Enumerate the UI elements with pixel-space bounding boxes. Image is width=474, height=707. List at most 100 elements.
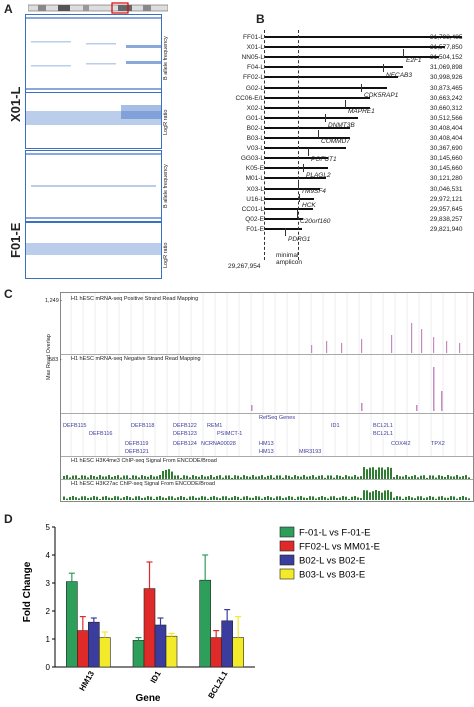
chip-bar [93, 476, 95, 479]
chip-bar [273, 477, 275, 479]
chip-bar [177, 497, 179, 500]
chip-bar [288, 496, 290, 500]
chip-bar [294, 475, 296, 479]
legend-swatch [279, 540, 295, 552]
chip-bar [147, 476, 149, 479]
chip-bar [249, 497, 251, 500]
gene-label: MAPRE1 [348, 108, 375, 115]
bar [88, 621, 100, 668]
amplicon-end-coordinate: 30,998,926 [430, 74, 463, 82]
refseq-gene-label: BCL2L1 [373, 423, 393, 429]
chip-bar [228, 498, 230, 500]
chip-bar [435, 477, 437, 479]
amplicon-end-coordinate: 29,957,645 [430, 205, 463, 213]
amplicon-end-coordinate: 30,512,566 [430, 114, 463, 122]
chip-bar [243, 475, 245, 479]
signal-spike [326, 341, 328, 353]
chip-bar [240, 477, 242, 479]
chip-bar [123, 497, 125, 500]
chip-bar [87, 477, 89, 479]
sample-row-label: F01-E [246, 225, 264, 233]
refseq-gene-label: COX4I2 [391, 441, 411, 447]
amplicon-end-coordinate: 30,873,465 [430, 84, 463, 92]
chip-bar [222, 496, 224, 500]
chip-bar [264, 496, 266, 500]
chip-bar [363, 490, 365, 500]
chip-bar [246, 476, 248, 479]
chip-bar [111, 476, 113, 479]
logr-label-f01e: LogR ratio [163, 243, 188, 274]
signal-spike [416, 405, 418, 411]
signal-spike [433, 337, 435, 353]
chip-bar [300, 496, 302, 500]
chip-bar [378, 490, 380, 500]
gene-label: COMMD7 [321, 138, 350, 145]
chip-bar [231, 497, 233, 500]
start-coordinate: 29,267,954 [228, 263, 261, 270]
chip-bar [66, 475, 68, 479]
bar [199, 579, 211, 668]
chip-bar [312, 475, 314, 479]
chip-bar [72, 475, 74, 479]
amplicon-bar [264, 207, 313, 210]
chip-bar [225, 496, 227, 500]
chip-bar [96, 476, 98, 479]
legend-label: F-01-L vs F-01-E [299, 528, 370, 539]
baf-label-f01e: B allele frequency [163, 164, 207, 214]
chip-bar [309, 476, 311, 479]
chip-bar [132, 498, 134, 500]
sample-row-label: GG03-L [240, 155, 264, 163]
y-tick-label: 3 [46, 579, 51, 588]
logr-scatter [26, 105, 161, 125]
amplicon-end-coordinate: 30,663,242 [430, 94, 463, 102]
chip-bar [462, 476, 464, 479]
amplicon-end-coordinate: 30,408,404 [430, 135, 463, 142]
chip-bar [408, 476, 410, 479]
amplicon-bar [264, 46, 445, 49]
gene-label: POFUT1 [311, 156, 337, 163]
sample-row-label: G01-L [245, 114, 264, 122]
chip-bar [363, 467, 365, 479]
chip-bar [360, 498, 362, 500]
sample-row-label: CC06-E/L [235, 94, 264, 102]
refseq-gene-label: BCL2L1 [373, 431, 393, 437]
chip-bar [183, 475, 185, 479]
chip-bar [291, 496, 293, 500]
chip-bar [465, 497, 467, 500]
chip-bar [330, 475, 332, 479]
amplicon-end-coordinate: 29,972,121 [430, 195, 463, 203]
amplicon-end-coordinate: 30,145,660 [430, 155, 463, 163]
chip-bar [426, 497, 428, 500]
chip-bar [78, 498, 80, 500]
chip-bar [357, 497, 359, 500]
amplicon-end-coordinate: 31,069,898 [430, 64, 463, 72]
refseq-gene-label: DEFB124 [173, 441, 197, 447]
track-title-positive: H1 hESC mRNA-seq Positive Strand Read Ma… [71, 296, 199, 302]
gene-tick [325, 114, 326, 122]
chip-bar [153, 476, 155, 479]
chip-bar [270, 497, 272, 500]
chip-bar [273, 498, 275, 500]
bar [165, 635, 178, 668]
chip-bar [396, 496, 398, 500]
chip-bar [108, 497, 110, 500]
chip-bar [339, 475, 341, 479]
chip-bar [213, 477, 215, 479]
chip-bar [402, 476, 404, 479]
chip-bar [129, 477, 131, 479]
chip-bar [381, 492, 383, 500]
chip-bar [327, 475, 329, 479]
chip-bar [225, 475, 227, 479]
chip-bar [255, 476, 257, 479]
amplicon-end-coordinate: 30,121,280 [430, 175, 463, 183]
signal-spike [446, 341, 448, 353]
amplicon-bar [264, 157, 329, 160]
x-tick-label: BCL2L1 [206, 669, 229, 700]
chip-bar [63, 496, 65, 500]
chip-bar [372, 467, 374, 479]
chip-bar [117, 475, 119, 479]
chip-bar [432, 475, 434, 479]
chip-bar [366, 490, 368, 500]
chip-bar [186, 475, 188, 479]
gene-label: PDRG1 [288, 236, 311, 243]
